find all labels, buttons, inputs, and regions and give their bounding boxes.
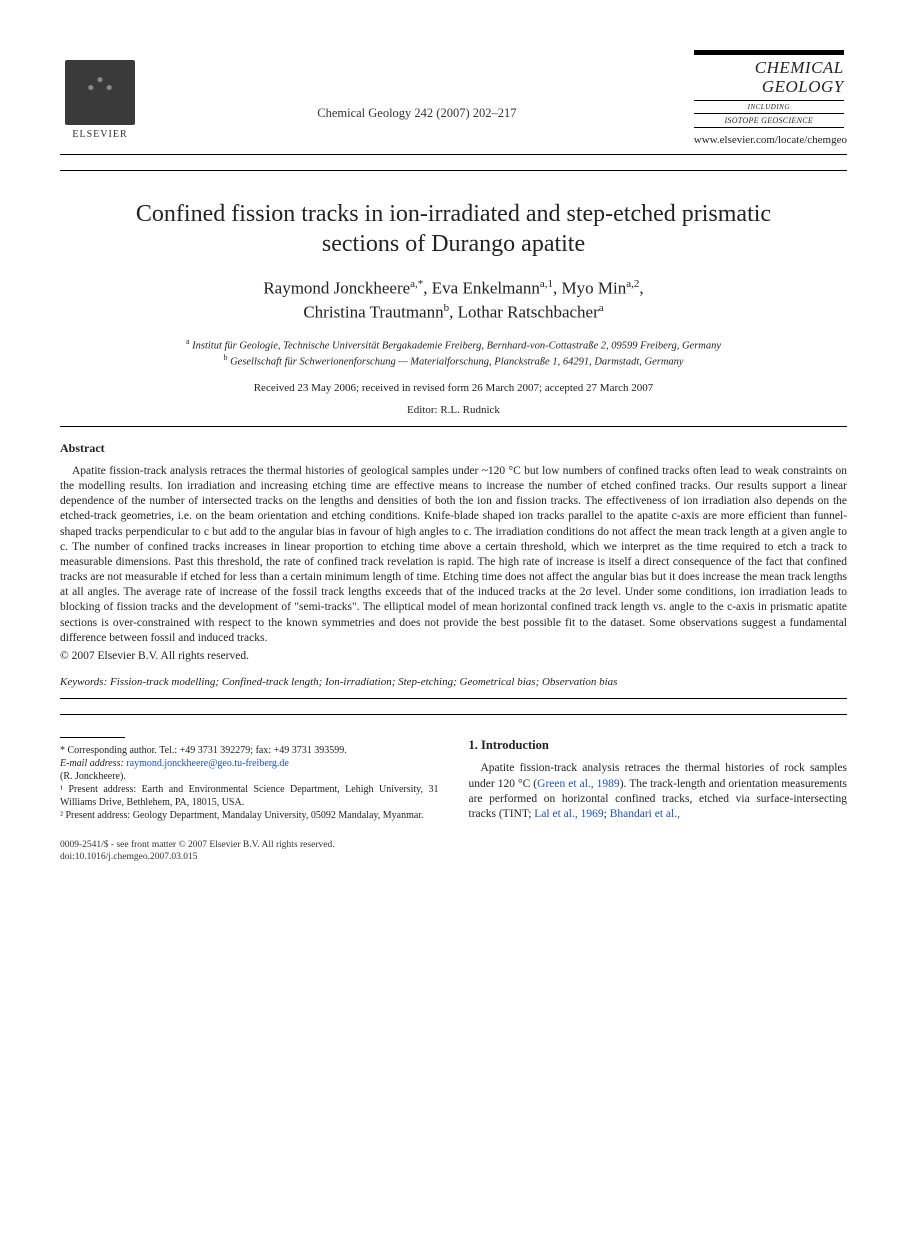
elsevier-logo: ELSEVIER <box>60 50 140 140</box>
issn-line: 0009-2541/$ - see front matter © 2007 El… <box>60 840 439 852</box>
rule-after-keywords-2 <box>60 714 847 715</box>
affiliations: a Institut für Geologie, Technische Univ… <box>60 337 847 370</box>
elsevier-tree-icon <box>65 60 135 125</box>
footnotes: * Corresponding author. Tel.: +49 3731 3… <box>60 744 439 822</box>
article-dates: Received 23 May 2006; received in revise… <box>60 382 847 394</box>
keywords-label: Keywords: <box>60 676 107 688</box>
author-4: Christina Trautmann <box>303 303 443 322</box>
journal-cover-title: CHEMICAL GEOLOGY <box>694 59 844 96</box>
journal-cover-including: INCLUDING <box>694 100 844 111</box>
author-1: Raymond Jonckheere <box>263 279 410 298</box>
keywords-text: Fission-track modelling; Confined-track … <box>107 676 617 688</box>
journal-cover-block: CHEMICAL GEOLOGY INCLUDING ISOTOPE GEOSC… <box>694 50 847 146</box>
intro-heading: 1. Introduction <box>469 737 848 754</box>
email-label: E-mail address: <box>60 758 124 769</box>
author-2: , Eva Enkelmann <box>423 279 540 298</box>
author-1-sup: a,* <box>410 278 423 290</box>
bottom-meta: 0009-2541/$ - see front matter © 2007 El… <box>60 840 439 864</box>
page-header: ELSEVIER Chemical Geology 242 (2007) 202… <box>60 50 847 146</box>
abstract-body: Apatite fission-track analysis retraces … <box>60 464 847 646</box>
journal-url: www.elsevier.com/locate/chemgeo <box>694 134 847 146</box>
rule-after-keywords-1 <box>60 698 847 699</box>
affiliation-b: Gesellschaft für Schwerionenforschung — … <box>227 357 683 368</box>
citation-green-1989[interactable]: Green et al., 1989 <box>537 778 620 790</box>
doi-line: doi:10.1016/j.chemgeo.2007.03.015 <box>60 852 439 864</box>
rule-top-2 <box>60 170 847 171</box>
rule-before-abstract <box>60 426 847 427</box>
abstract-heading: Abstract <box>60 441 847 456</box>
footnote-2: ² Present address: Geology Department, M… <box>60 809 439 822</box>
affiliation-a: Institut für Geologie, Technische Univer… <box>190 340 722 351</box>
lower-columns: * Corresponding author. Tel.: +49 3731 3… <box>60 737 847 864</box>
author-5-sup: a <box>599 302 604 314</box>
publisher-name: ELSEVIER <box>72 129 127 140</box>
corresponding-author: * Corresponding author. Tel.: +49 3731 3… <box>60 744 439 757</box>
journal-cover-subtitle: ISOTOPE GEOSCIENCE <box>694 113 844 128</box>
article-editor: Editor: R.L. Rudnick <box>60 404 847 416</box>
email-tail: (R. Jonckheere). <box>60 770 439 783</box>
rule-top-1 <box>60 154 847 155</box>
intro-body: Apatite fission-track analysis retraces … <box>469 761 848 822</box>
citation-bhandari[interactable]: Bhandari et al., <box>610 808 680 820</box>
right-column: 1. Introduction Apatite fission-track an… <box>469 737 848 864</box>
journal-reference: Chemical Geology 242 (2007) 202–217 <box>140 106 694 121</box>
keywords: Keywords: Fission-track modelling; Confi… <box>60 676 847 688</box>
abstract-copyright: © 2007 Elsevier B.V. All rights reserved… <box>60 650 847 662</box>
author-2-sup: a,1 <box>540 278 553 290</box>
article-title: Confined fission tracks in ion-irradiate… <box>100 199 807 259</box>
left-column: * Corresponding author. Tel.: +49 3731 3… <box>60 737 439 864</box>
author-3-sup: a,2 <box>626 278 639 290</box>
email-address[interactable]: raymond.jonckheere@geo.tu-freiberg.de <box>126 758 289 769</box>
citation-lal-1969[interactable]: Lal et al., 1969 <box>534 808 603 820</box>
footnote-rule <box>60 737 125 738</box>
author-3: , Myo Min <box>553 279 626 298</box>
authors: Raymond Jonckheerea,*, Eva Enkelmanna,1,… <box>60 277 847 324</box>
footnote-1: ¹ Present address: Earth and Environment… <box>60 783 439 809</box>
author-5: , Lothar Ratschbacher <box>449 303 599 322</box>
